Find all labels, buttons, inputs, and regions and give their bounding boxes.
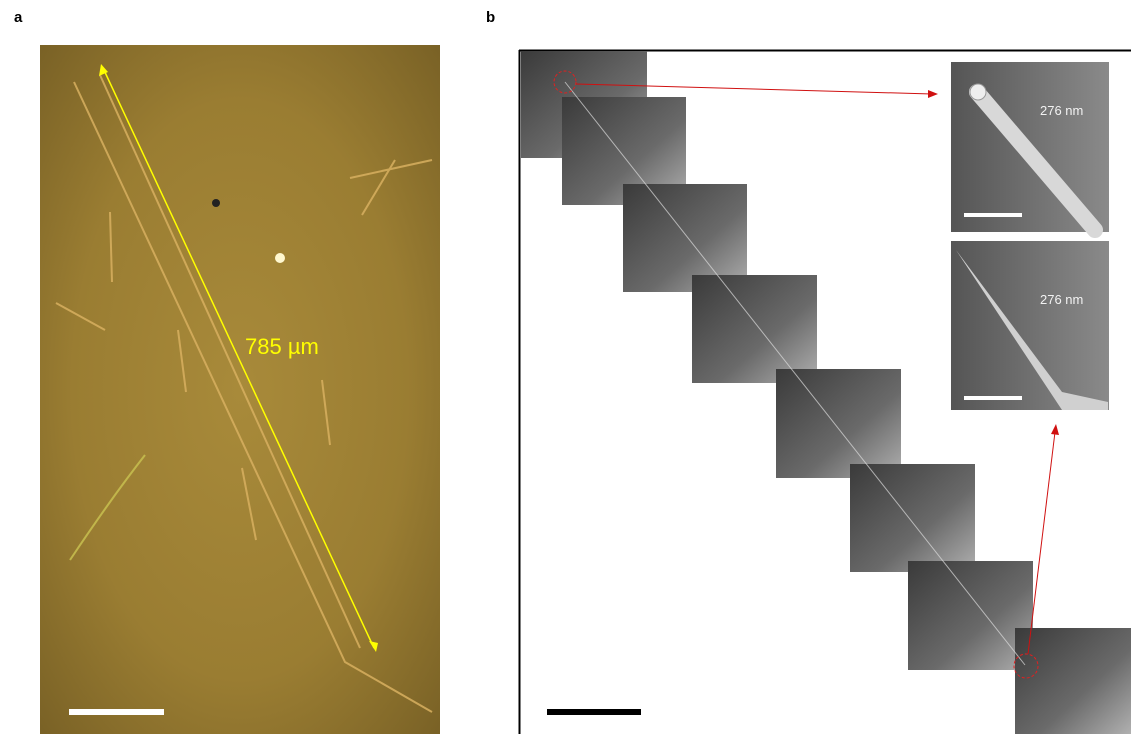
scale-bar <box>964 396 1022 400</box>
particle <box>212 199 220 207</box>
panel-label: a <box>14 9 23 26</box>
sem-tile <box>776 369 901 478</box>
particle <box>275 253 285 263</box>
inset-image <box>951 241 1109 410</box>
nanowire-tip <box>970 84 986 100</box>
pointer-line <box>1028 432 1055 654</box>
scale-bar <box>547 709 641 715</box>
sem-tile <box>908 561 1033 670</box>
figure: a 785 µm b 276 nm <box>0 0 1131 734</box>
length-annotation: 785 µm <box>245 334 319 359</box>
panel-label: b <box>486 9 495 26</box>
scale-bar <box>964 213 1022 217</box>
sem-tile <box>850 464 975 572</box>
arrowhead <box>928 90 938 98</box>
scale-bar <box>69 709 164 715</box>
optical-image <box>40 45 440 734</box>
sem-tile <box>1015 628 1131 734</box>
sem-tile <box>692 275 817 383</box>
width-annotation: 276 nm <box>1040 292 1083 307</box>
width-annotation: 276 nm <box>1040 103 1083 118</box>
arrowhead <box>1051 424 1059 435</box>
